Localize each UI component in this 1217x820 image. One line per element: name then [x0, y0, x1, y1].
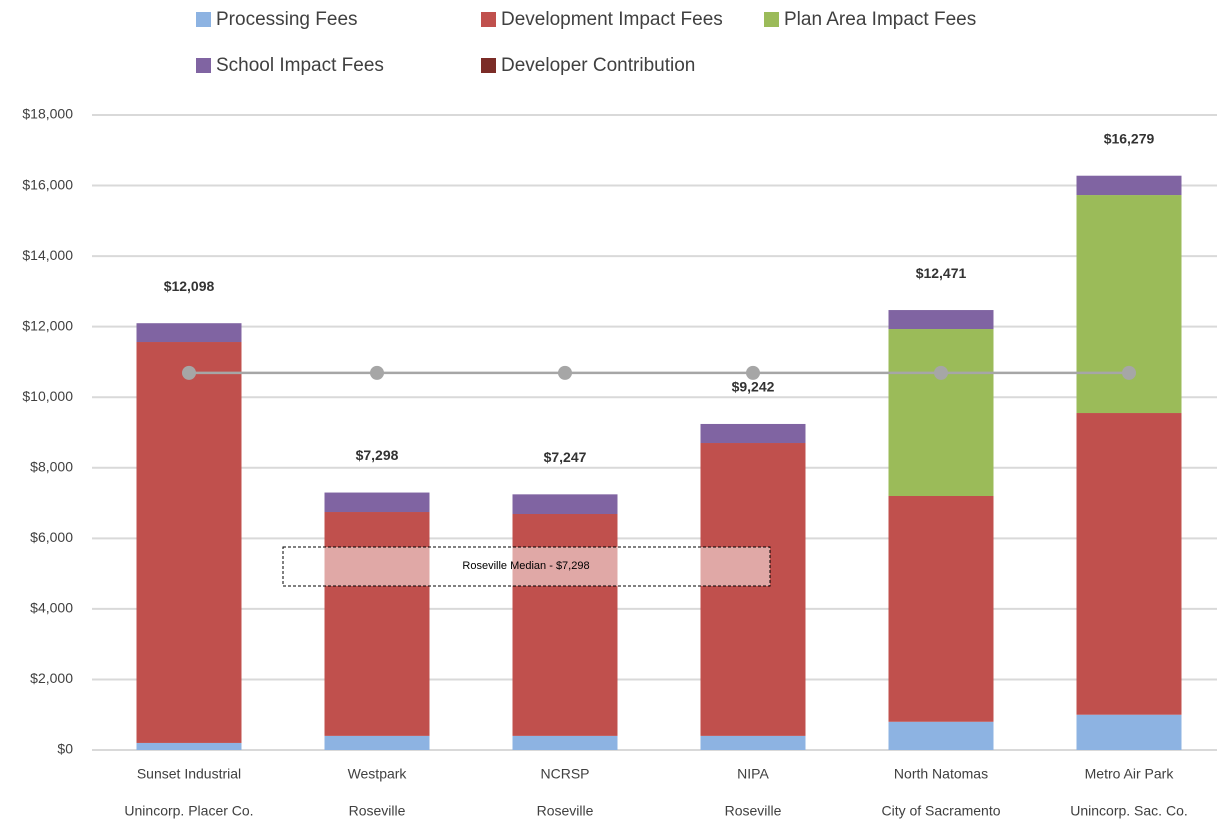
legend-swatch: [481, 58, 496, 73]
y-tick-label: $0: [57, 741, 73, 757]
line-marker: [1122, 365, 1136, 380]
x-tick-label: Westpark: [348, 766, 408, 782]
y-tick-label: $8,000: [30, 458, 73, 474]
line-marker: [182, 365, 196, 380]
y-tick-label: $4,000: [30, 600, 73, 616]
y-tick-label: $2,000: [30, 670, 73, 686]
legend-label: Developer Contribution: [501, 55, 695, 76]
x-tick-sublabel: Roseville: [725, 803, 782, 819]
y-tick-label: $18,000: [22, 106, 73, 122]
legend-swatch: [196, 12, 211, 27]
line-marker: [934, 365, 948, 380]
x-tick-label: NCRSP: [540, 766, 589, 782]
x-tick-sublabel: Unincorp. Sac. Co.: [1070, 803, 1188, 819]
legend-label: Development Impact Fees: [501, 9, 723, 30]
bar-segment: [888, 310, 994, 330]
x-tick-label: Metro Air Park: [1085, 766, 1175, 782]
bar-segment: [512, 494, 618, 514]
bar-segment: [888, 496, 994, 722]
bar-segment: [324, 492, 430, 513]
bar-segment: [888, 329, 994, 496]
y-tick-label: $14,000: [22, 247, 73, 263]
total-label: $16,279: [1104, 130, 1155, 146]
x-tick-label: NIPA: [737, 766, 769, 782]
line-marker: [746, 365, 760, 380]
y-tick-label: $6,000: [30, 529, 73, 545]
legend-label: Plan Area Impact Fees: [784, 9, 976, 30]
legend-swatch: [196, 58, 211, 73]
bar-segment: [324, 735, 430, 750]
bar-segment: [324, 512, 430, 736]
bar-segment: [1076, 413, 1182, 715]
bar-segment: [700, 735, 806, 750]
total-label: $9,242: [732, 379, 775, 395]
bar-segment: [888, 721, 994, 750]
line-marker: [558, 365, 572, 380]
legend-label: Processing Fees: [216, 9, 358, 30]
legend-swatch: [764, 12, 779, 27]
x-tick-sublabel: Unincorp. Placer Co.: [124, 803, 253, 819]
total-label: $12,471: [916, 265, 967, 281]
x-tick-label: Sunset Industrial: [137, 766, 241, 782]
x-tick-sublabel: Roseville: [537, 803, 594, 819]
total-label: $12,098: [164, 278, 215, 294]
bar-segment: [512, 735, 618, 750]
bar-segment: [1076, 195, 1182, 414]
bar-segment: [700, 443, 806, 736]
bar-segment: [1076, 714, 1182, 750]
x-tick-sublabel: City of Sacramento: [881, 803, 1000, 819]
line-marker: [370, 365, 384, 380]
total-label: $7,298: [356, 447, 399, 463]
y-tick-label: $16,000: [22, 176, 73, 192]
y-tick-label: $12,000: [22, 317, 73, 333]
total-label: $7,247: [544, 449, 587, 465]
bar-segment: [1076, 175, 1182, 196]
x-tick-sublabel: Roseville: [349, 803, 406, 819]
x-tick-label: North Natomas: [894, 766, 988, 782]
annotation-box: [282, 546, 771, 587]
bar-segment: [136, 342, 242, 743]
bar-segment: [700, 423, 806, 444]
annotation-text: Roseville Median - $7,298: [462, 560, 589, 572]
y-tick-label: $10,000: [22, 388, 73, 404]
legend-swatch: [481, 12, 496, 27]
bar-segment: [136, 323, 242, 343]
legend-label: School Impact Fees: [216, 55, 384, 76]
bar-segment: [136, 742, 242, 750]
